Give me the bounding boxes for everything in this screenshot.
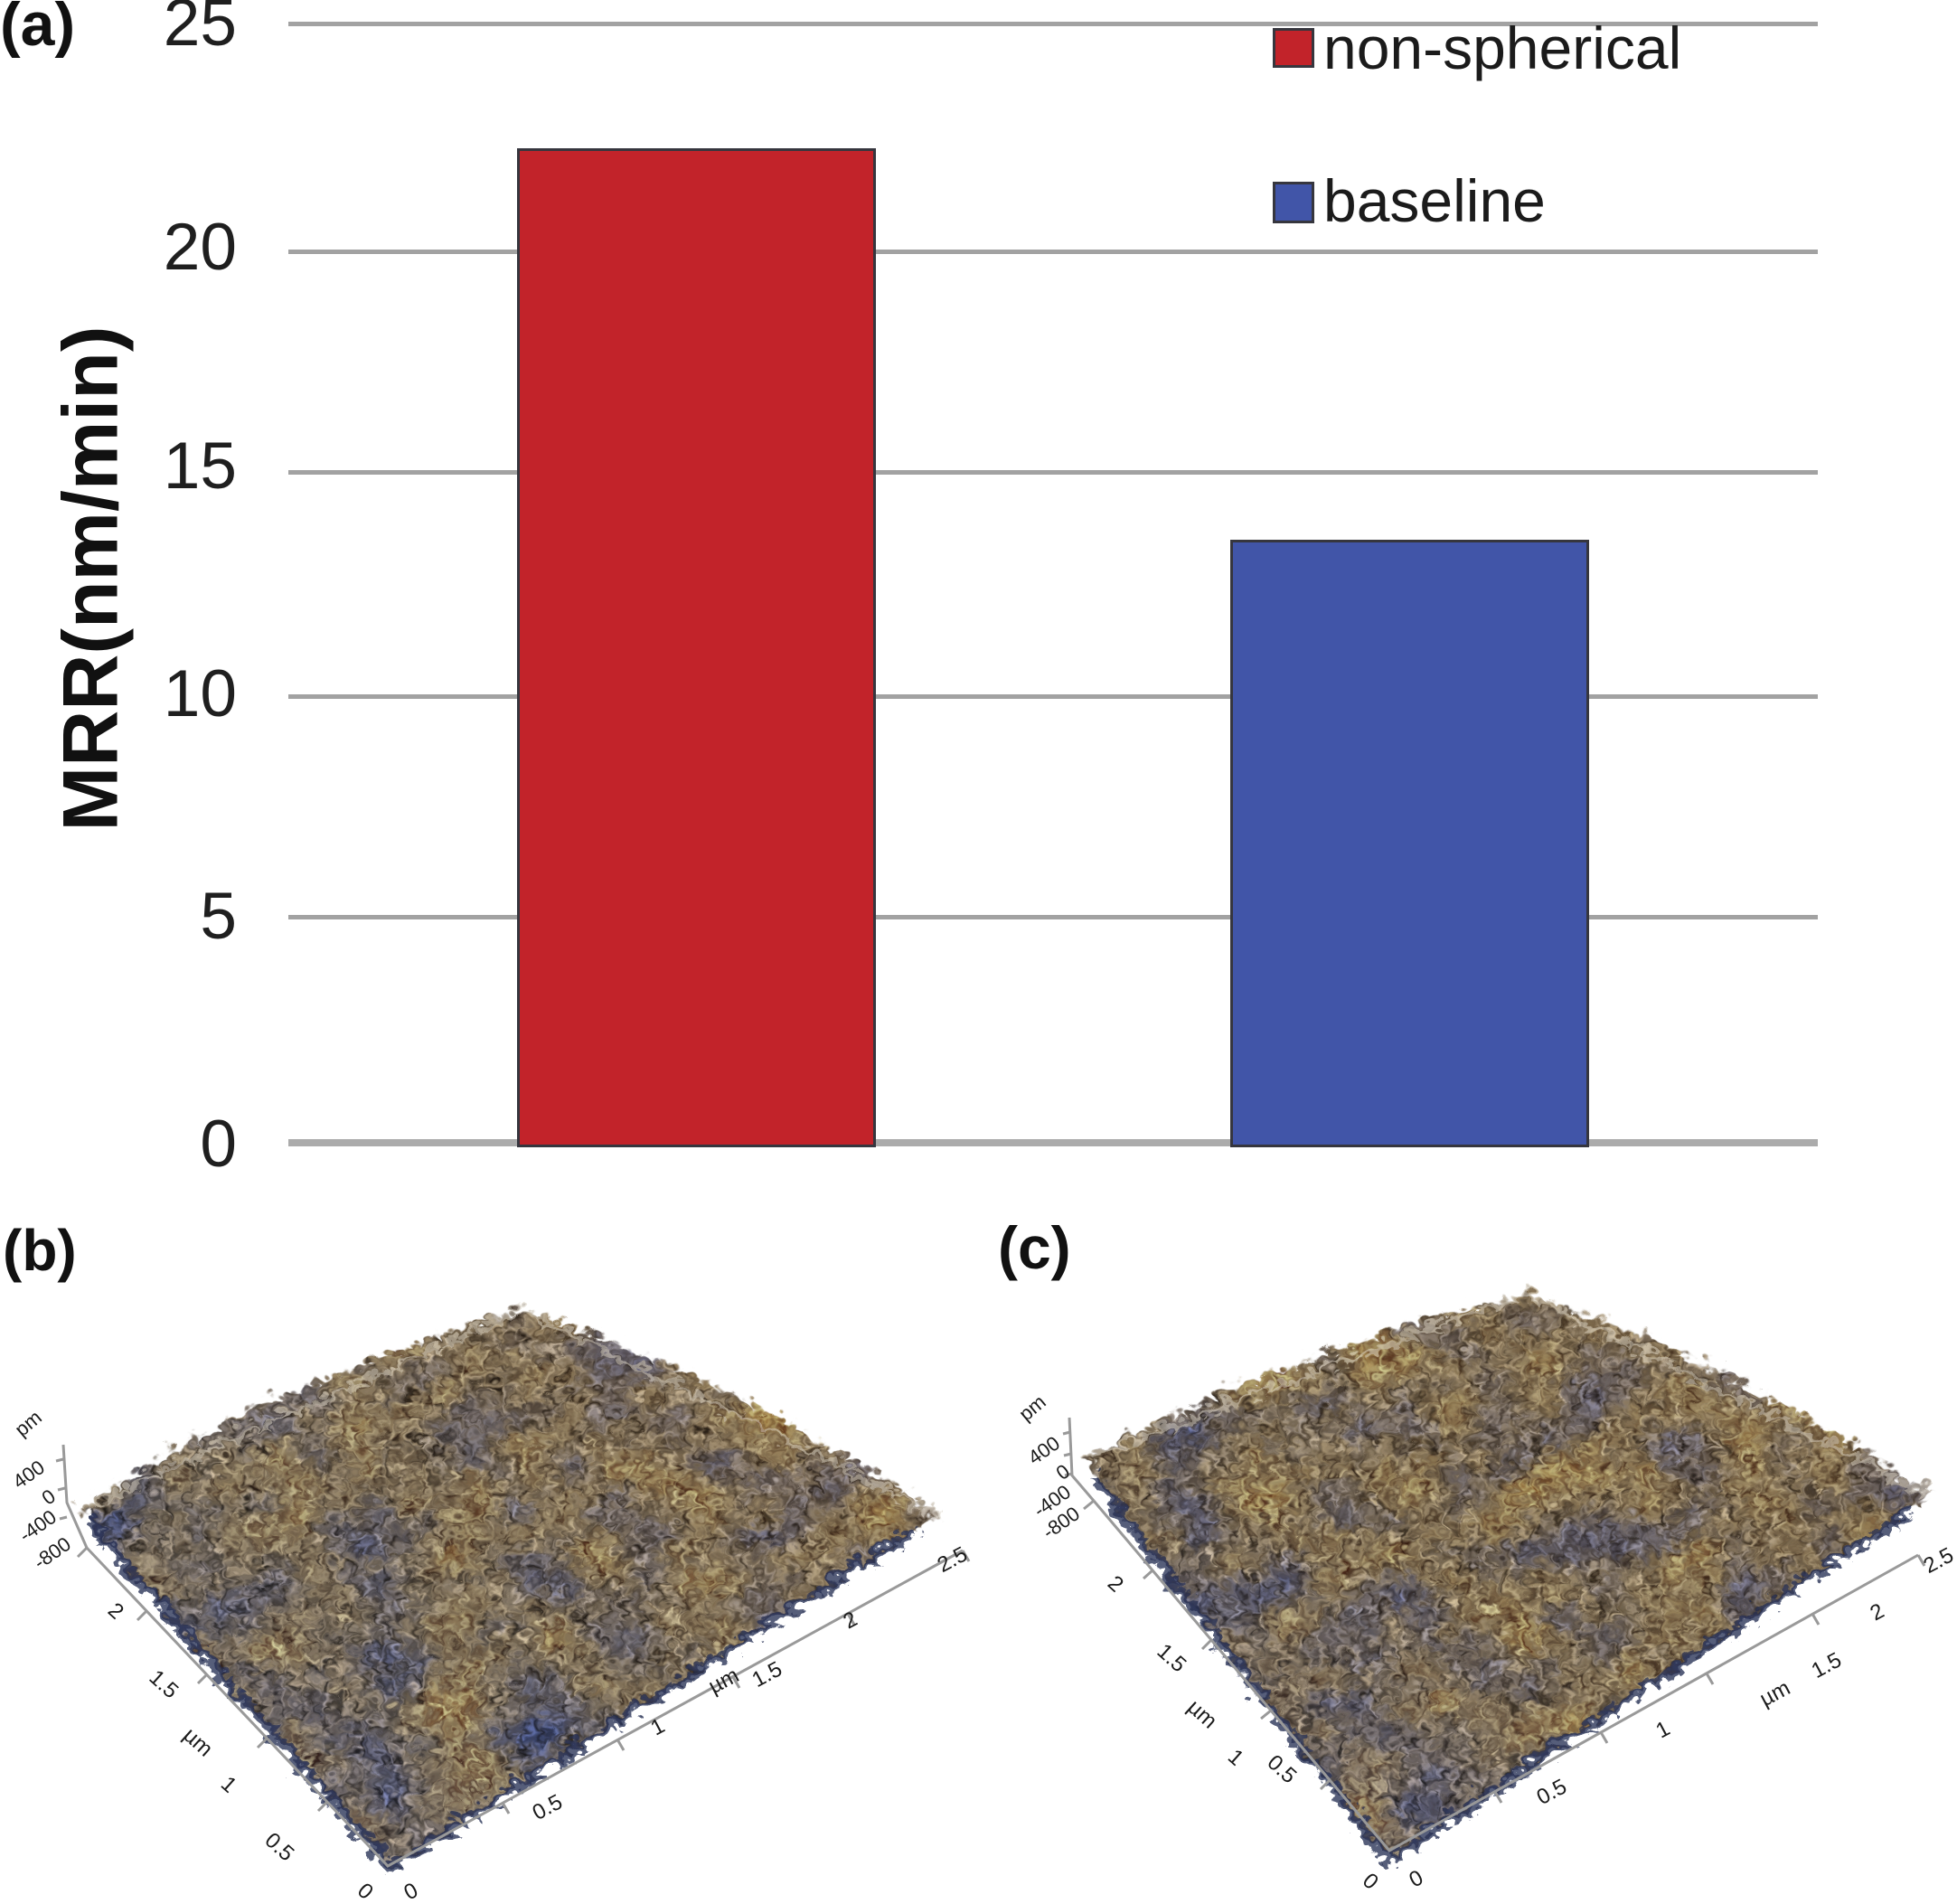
svg-text:0.5: 0.5 [260, 1828, 299, 1866]
svg-text:0: 0 [1358, 1869, 1383, 1895]
svg-text:2: 2 [1103, 1571, 1128, 1598]
svg-text:0: 0 [38, 1485, 60, 1510]
svg-text:pm: pm [10, 1406, 45, 1441]
svg-text:0.5: 0.5 [529, 1790, 567, 1826]
svg-text:1.5: 1.5 [1153, 1639, 1191, 1677]
svg-text:2: 2 [103, 1598, 128, 1625]
svg-text:1.5: 1.5 [748, 1657, 786, 1693]
svg-text:1: 1 [646, 1713, 668, 1740]
svg-text:2: 2 [1866, 1598, 1887, 1626]
svg-text:1: 1 [1223, 1745, 1248, 1771]
svg-text:0: 0 [1405, 1865, 1426, 1892]
svg-text:2: 2 [839, 1607, 861, 1634]
svg-text:µm: µm [1182, 1695, 1221, 1734]
svg-text:2.5: 2.5 [1920, 1543, 1957, 1579]
svg-text:2.5: 2.5 [934, 1542, 972, 1579]
svg-text:1: 1 [1651, 1716, 1673, 1743]
svg-text:µm: µm [178, 1723, 217, 1762]
svg-text:0: 0 [400, 1878, 421, 1904]
svg-text:1: 1 [216, 1772, 241, 1798]
svg-text:0.5: 0.5 [1263, 1750, 1302, 1788]
svg-text:1.5: 1.5 [145, 1665, 183, 1703]
svg-text:0: 0 [353, 1879, 378, 1904]
svg-text:1.5: 1.5 [1808, 1648, 1846, 1684]
svg-text:pm: pm [1014, 1390, 1049, 1426]
svg-text:µm: µm [1755, 1675, 1794, 1711]
svg-text:µm: µm [704, 1663, 743, 1699]
svg-text:0.5: 0.5 [1533, 1775, 1571, 1811]
